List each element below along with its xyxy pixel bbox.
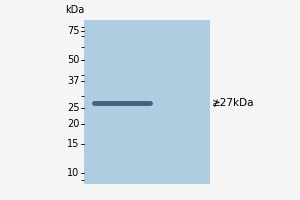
Text: kDa: kDa <box>65 5 85 15</box>
Text: 10: 10 <box>67 168 80 178</box>
Text: 15: 15 <box>67 139 80 149</box>
Text: ≱27kDa: ≱27kDa <box>212 98 254 108</box>
Text: 37: 37 <box>67 76 80 86</box>
Text: 25: 25 <box>67 103 80 113</box>
Text: 20: 20 <box>67 119 80 129</box>
Text: 75: 75 <box>67 26 80 36</box>
Text: 50: 50 <box>67 55 80 65</box>
Text: Western Blot: Western Blot <box>107 0 187 2</box>
